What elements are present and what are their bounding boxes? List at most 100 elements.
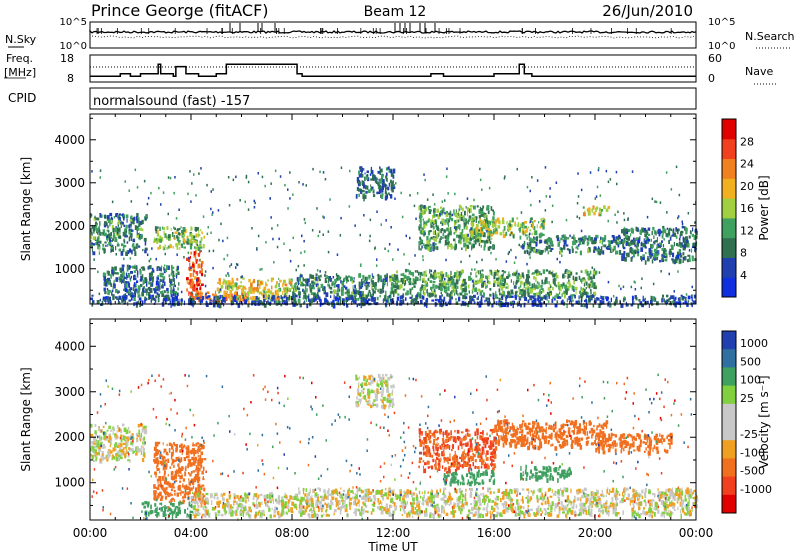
- power-cell: [244, 299, 248, 305]
- power-scatter-cell: [509, 233, 511, 237]
- power-cell: [180, 226, 182, 229]
- velocity-cell: [114, 444, 117, 448]
- power-scatter-cell: [516, 167, 518, 171]
- power-cell: [462, 217, 465, 220]
- power-cell: [419, 236, 422, 240]
- power-cell: [616, 241, 619, 246]
- power-scatter-cell: [486, 230, 488, 233]
- power-cell: [574, 295, 576, 299]
- power-cell: [588, 275, 590, 280]
- power-cell: [475, 237, 477, 240]
- power-cell: [540, 297, 542, 301]
- power-cell: [119, 278, 122, 283]
- power-cell: [118, 216, 121, 222]
- power-cell: [90, 228, 92, 232]
- power-cell: [524, 231, 526, 235]
- power-cell: [293, 298, 295, 304]
- power-cell: [149, 294, 151, 300]
- velocity-cell: [188, 478, 190, 481]
- power-cell: [451, 285, 454, 289]
- power-scatter-cell: [228, 204, 231, 207]
- power-cell: [115, 296, 118, 299]
- power-cell: [345, 299, 347, 304]
- power-cell: [450, 244, 453, 250]
- power-cell: [196, 227, 199, 231]
- velocity-cell: [171, 497, 174, 501]
- power-cell: [582, 292, 584, 297]
- power-cell: [424, 206, 428, 212]
- power-cell: [691, 303, 693, 308]
- power-cell: [479, 289, 482, 293]
- power-cell: [176, 246, 179, 250]
- power-cell: [661, 257, 664, 260]
- power-cell: [511, 217, 514, 223]
- power-cell: [686, 239, 689, 243]
- power-cell: [411, 287, 414, 290]
- power-cell: [443, 303, 445, 307]
- power-cell: [446, 228, 449, 232]
- power-cell: [472, 279, 475, 282]
- power-cell: [493, 223, 497, 228]
- power-cell: [252, 290, 256, 293]
- power-cell: [491, 303, 494, 308]
- velocity-cell: [126, 442, 128, 448]
- power-cell: [677, 228, 680, 232]
- power-cell: [480, 299, 483, 302]
- velocity-cell: [235, 513, 238, 516]
- power-cell: [650, 238, 652, 242]
- power-cell: [275, 289, 279, 294]
- power-cell: [236, 294, 239, 300]
- power-scatter-cell: [361, 278, 363, 282]
- power-cell: [180, 230, 184, 234]
- power-cell: [313, 286, 315, 290]
- velocity-cell: [192, 485, 195, 489]
- power-cell: [523, 274, 525, 279]
- power-cell: [536, 272, 539, 276]
- power-cell: [360, 282, 363, 286]
- power-cell: [126, 267, 129, 272]
- velocity-cell: [194, 458, 197, 464]
- power-cell: [691, 248, 693, 253]
- power-cell: [327, 277, 331, 281]
- power-scatter-cell: [308, 285, 311, 288]
- power-scatter-cell: [229, 265, 231, 268]
- power-scatter-cell: [634, 281, 636, 284]
- power-cell: [147, 292, 151, 296]
- power-cell: [276, 282, 278, 288]
- power-cell: [659, 242, 662, 246]
- power-cell: [384, 191, 387, 195]
- power-cell: [91, 224, 94, 229]
- power-cell: [487, 301, 490, 306]
- power-cell: [600, 249, 603, 254]
- power-scatter-cell: [210, 207, 212, 211]
- power-cell: [523, 302, 526, 308]
- power-cell: [370, 292, 372, 297]
- power-cell: [679, 302, 682, 308]
- velocity-cell: [194, 450, 197, 453]
- power-cell: [225, 285, 227, 290]
- velocity-cell: [111, 457, 113, 461]
- power-cell: [458, 296, 461, 302]
- power-cell: [554, 298, 556, 301]
- power-scatter-cell: [208, 249, 211, 253]
- power-cell: [223, 303, 225, 307]
- power-cell: [565, 268, 568, 272]
- power-cell: [479, 279, 482, 283]
- power-cell: [586, 270, 589, 276]
- power-cell: [234, 282, 238, 287]
- power-cell: [343, 277, 346, 281]
- power-cell: [217, 303, 219, 308]
- velocity-cell: [182, 478, 185, 482]
- power-cell: [100, 303, 103, 306]
- power-scatter-cell: [400, 191, 402, 195]
- power-cell: [672, 228, 675, 233]
- power-scatter-cell: [561, 254, 563, 257]
- velocity-cell: [154, 452, 158, 457]
- power-cell: [435, 225, 439, 230]
- power-cell: [156, 292, 159, 296]
- power-scatter-cell: [640, 286, 642, 290]
- power-cell: [172, 290, 175, 293]
- velocity-cell: [123, 447, 125, 451]
- power-scatter-cell: [131, 292, 133, 295]
- power-cell: [136, 270, 139, 275]
